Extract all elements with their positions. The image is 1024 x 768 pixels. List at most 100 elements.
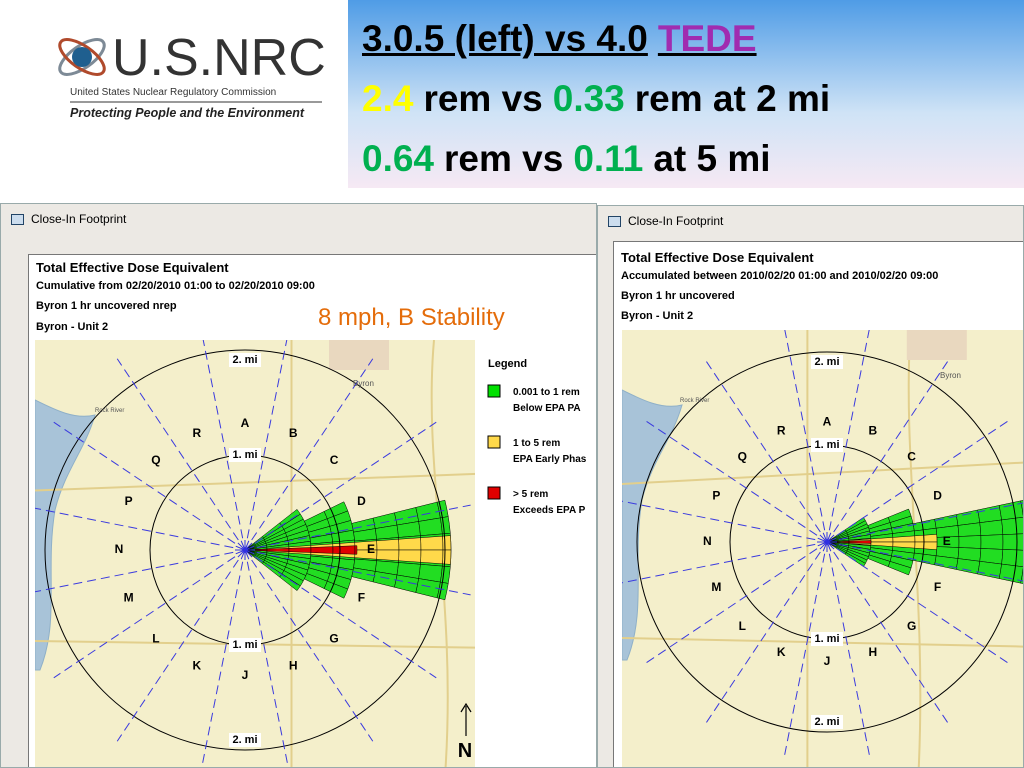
report-line: Byron - Unit 2 xyxy=(621,310,694,322)
window: Close-In Footprint Total Effective Dose … xyxy=(597,205,1024,768)
compass-star xyxy=(244,542,253,551)
plume-cell xyxy=(848,540,872,544)
sector-boundary xyxy=(254,421,437,544)
ring-label: 2. mi xyxy=(232,354,257,366)
logo-orbit xyxy=(58,38,106,76)
plume-cell xyxy=(354,545,358,555)
compass-star xyxy=(817,537,828,543)
sector-label: J xyxy=(242,668,249,682)
range-ring xyxy=(44,349,446,751)
sector-label: E xyxy=(367,542,375,556)
sector-boundary xyxy=(833,360,949,533)
logo-motto: Protecting People and the Environment xyxy=(70,106,305,120)
north-label: N xyxy=(458,740,472,762)
headline-box: 3.0.5 (left) vs 4.0 TEDE 2.4 rem vs 0.33 rem… xyxy=(348,0,1024,188)
sector-boundary xyxy=(202,340,244,539)
river xyxy=(622,389,683,661)
window-icon xyxy=(11,214,24,225)
sector-label: L xyxy=(739,619,746,633)
sector-label: A xyxy=(241,416,250,430)
place-label: Byron xyxy=(940,371,961,380)
sector-boundary xyxy=(836,548,1009,664)
plume-cell xyxy=(310,546,334,554)
town-area xyxy=(329,340,389,370)
sector-boundary xyxy=(828,330,870,531)
sector-label: M xyxy=(711,580,721,594)
sector-label: F xyxy=(934,580,941,594)
sector-label: N xyxy=(703,534,712,548)
compass-star xyxy=(826,534,835,543)
headline-value: 0.64 xyxy=(362,138,435,179)
headline-highlight: TEDE xyxy=(657,18,757,59)
sector-boundary xyxy=(838,502,1023,541)
plume-cell xyxy=(288,547,312,553)
sector-boundary xyxy=(246,340,288,539)
legend-note: Exceeds EPA P xyxy=(513,505,586,516)
plume-cell xyxy=(420,535,444,551)
ring-label-bg xyxy=(229,353,261,367)
plume-cell xyxy=(958,535,982,549)
place-label: Rock River xyxy=(680,398,709,404)
plume-cell xyxy=(1002,533,1023,551)
sector-label: K xyxy=(777,645,786,659)
annotation: 8 mph, B Stability xyxy=(318,304,505,331)
ring-label-bg xyxy=(811,632,843,646)
ring-label: 2. mi xyxy=(232,734,257,746)
headline-line: 3.0.5 (left) vs 4.0 TEDE xyxy=(362,18,767,60)
plume-cell xyxy=(442,549,452,565)
compass-star xyxy=(819,541,828,550)
compass-star xyxy=(817,541,828,547)
headline-line: 0.64 rem vs 0.11 at 5 mi xyxy=(362,138,781,180)
ring-label: 1. mi xyxy=(232,639,257,651)
window: Close-In Footprint Total Effective Dose … xyxy=(0,203,597,768)
plume-cell xyxy=(376,549,400,562)
ring-label: 1. mi xyxy=(814,439,839,451)
report-panel: Total Effective Dose Equivalent Cumulati… xyxy=(28,254,596,767)
sector-boundary xyxy=(784,330,826,531)
legend-label: 0.001 to 1 rem xyxy=(513,387,580,398)
window-title: Close-In Footprint xyxy=(628,214,724,228)
sector-label: F xyxy=(358,590,365,604)
compass-star xyxy=(240,540,246,551)
plume-cell xyxy=(980,534,1004,550)
ring-label-bg xyxy=(229,733,261,747)
report-line: Cumulative from 02/20/2010 01:00 to 02/2… xyxy=(36,280,315,292)
logo: U.S.NRC United States Nuclear Regulatory… xyxy=(50,15,340,130)
sector-label: R xyxy=(192,426,201,440)
report-panel: Total Effective Dose Equivalent Accumula… xyxy=(613,241,1023,767)
logo-agency: United States Nuclear Regulatory Commiss… xyxy=(70,87,276,98)
sector-boundary xyxy=(254,556,437,679)
legend-bg xyxy=(475,340,596,767)
compass-star xyxy=(244,549,253,558)
north-arrow: N xyxy=(458,702,472,762)
headline-text: rem at 2 mi xyxy=(634,78,831,119)
report-line: Accumulated between 2010/02/20 01:00 and… xyxy=(621,270,939,282)
sector-boundary xyxy=(251,559,374,742)
legend-swatch xyxy=(487,384,501,398)
sector-boundary xyxy=(256,551,471,596)
headline-text: rem vs xyxy=(444,138,564,179)
sector-boundary xyxy=(116,358,239,541)
window-title: Close-In Footprint xyxy=(31,212,127,226)
sector-boundary xyxy=(828,553,871,757)
report-title: Total Effective Dose Equivalent xyxy=(36,260,229,275)
report-line: Byron 1 hr uncovered xyxy=(621,290,735,302)
sector-boundary xyxy=(836,420,1009,536)
sector-label: M xyxy=(124,590,134,604)
report-line: Byron 1 hr uncovered nrep xyxy=(36,300,177,312)
sector-boundary xyxy=(705,360,821,533)
sector-boundary xyxy=(622,543,816,584)
window-icon xyxy=(608,216,621,227)
sector-boundary xyxy=(251,358,374,541)
town-area xyxy=(906,330,967,360)
plume-cell xyxy=(376,538,400,551)
logo-orbit xyxy=(58,38,106,76)
plume-cell xyxy=(1020,500,1023,516)
headline-value: 0.11 xyxy=(573,138,644,179)
headline-text: rem vs xyxy=(423,78,543,119)
sector-boundary xyxy=(705,551,821,724)
plume-cell xyxy=(979,519,1004,536)
sector-label: K xyxy=(192,659,201,673)
plume-cell xyxy=(332,545,356,555)
